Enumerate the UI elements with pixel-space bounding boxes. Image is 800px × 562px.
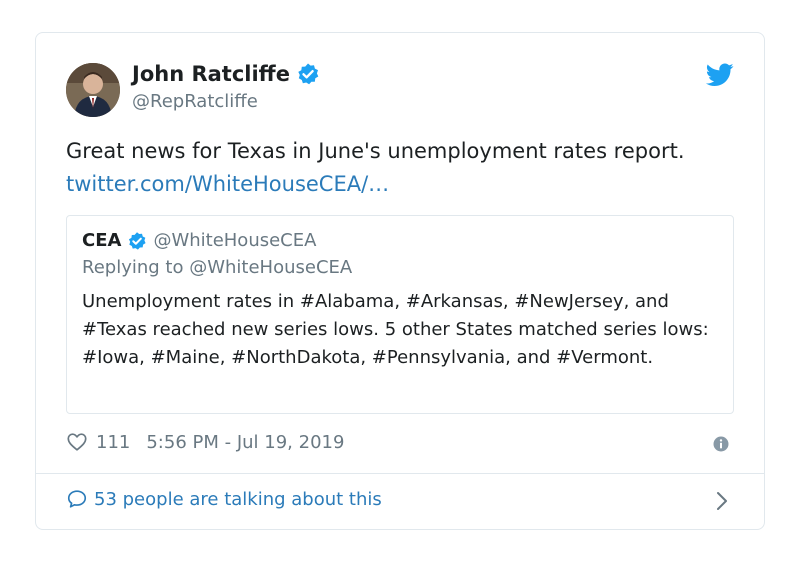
tweet-text: Great news for Texas in June's unemploym… <box>66 135 736 201</box>
author-name-text[interactable]: John Ratcliffe <box>132 62 290 86</box>
author-name[interactable]: John Ratcliffe <box>132 62 320 86</box>
quoted-reply-context: Replying to @WhiteHouseCEA <box>82 257 353 278</box>
heart-icon[interactable] <box>66 431 88 453</box>
speech-bubble-icon <box>67 490 87 508</box>
embedded-tweet-card: John Ratcliffe @RepRatcliffe Great news … <box>35 32 765 530</box>
verified-badge-icon <box>129 231 147 250</box>
chevron-right-icon[interactable] <box>716 491 728 511</box>
quoted-tweet[interactable]: CEA @WhiteHouseCEA Replying to @WhiteHou… <box>66 215 734 414</box>
author-handle[interactable]: @RepRatcliffe <box>132 91 258 112</box>
avatar-photo <box>66 63 120 117</box>
twitter-bird-icon[interactable] <box>706 63 734 87</box>
tweet-timestamp[interactable]: 5:56 PM - Jul 19, 2019 <box>146 431 345 453</box>
tweet-link[interactable]: twitter.com/WhiteHouseCEA/… <box>66 172 390 196</box>
tweet-body: Great news for Texas in June's unemploym… <box>66 139 685 163</box>
like-count[interactable]: 111 <box>96 431 131 453</box>
quoted-tweet-text: Unemployment rates in #Alabama, #Arkansa… <box>82 291 709 368</box>
info-icon[interactable] <box>713 436 729 452</box>
quoted-author-name: CEA <box>82 230 122 251</box>
footer-divider <box>36 473 764 474</box>
talking-link[interactable]: 53 people are talking about this <box>66 488 382 510</box>
quoted-tweet-header: CEA @WhiteHouseCEA <box>82 230 316 251</box>
author-avatar[interactable] <box>66 63 120 117</box>
tweet-meta: 111 5:56 PM - Jul 19, 2019 <box>66 431 344 453</box>
verified-badge-icon <box>298 63 319 85</box>
quoted-author-handle: @WhiteHouseCEA <box>153 230 317 251</box>
talking-label[interactable]: 53 people are talking about this <box>94 488 382 510</box>
